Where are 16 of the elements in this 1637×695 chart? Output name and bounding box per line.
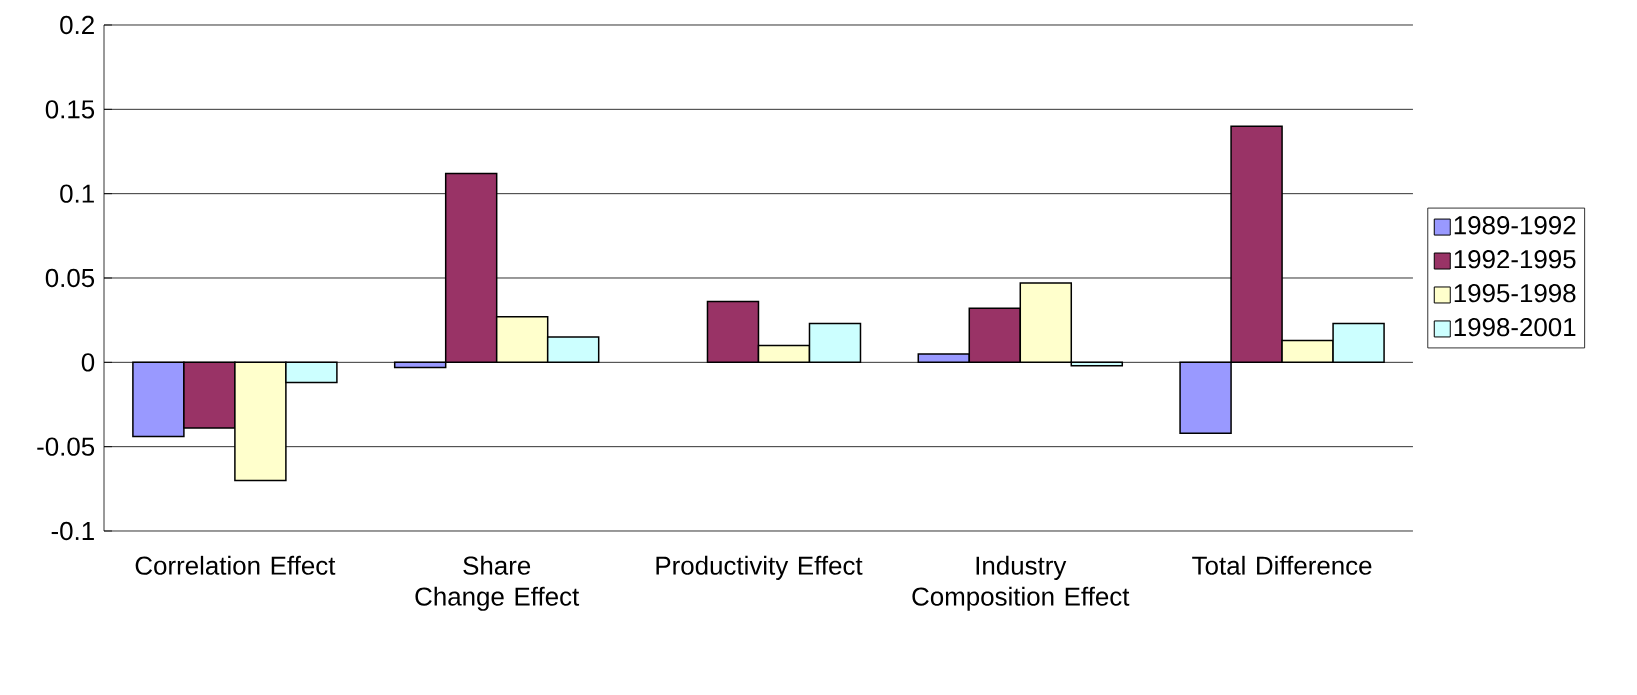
y-tick-label: 0 (81, 353, 95, 372)
legend-label: 1998-2001 (1454, 317, 1576, 337)
legend-label: 1989-1992 (1454, 216, 1576, 235)
x-tick-label: Total Difference (1192, 555, 1372, 575)
x-tick-label: Correlation Effect (135, 555, 336, 575)
y-tick-label: 0.2 (60, 15, 94, 35)
y-tick-label: 0.1 (60, 184, 94, 203)
x-tick-label: Share Change Effect (415, 555, 580, 611)
x-tick-label: Productivity Effect (656, 555, 863, 580)
y-tick-label: 0.05 (45, 268, 95, 288)
legend-label: 1995-1998 (1454, 283, 1576, 303)
x-tick-label: Industry Composition Effect (912, 555, 1130, 611)
legend-label: 1992-1995 (1454, 250, 1576, 269)
y-tick-label: -0.1 (51, 521, 94, 541)
y-tick-label: 0.15 (45, 100, 95, 119)
y-tick-label: -0.05 (37, 437, 95, 456)
